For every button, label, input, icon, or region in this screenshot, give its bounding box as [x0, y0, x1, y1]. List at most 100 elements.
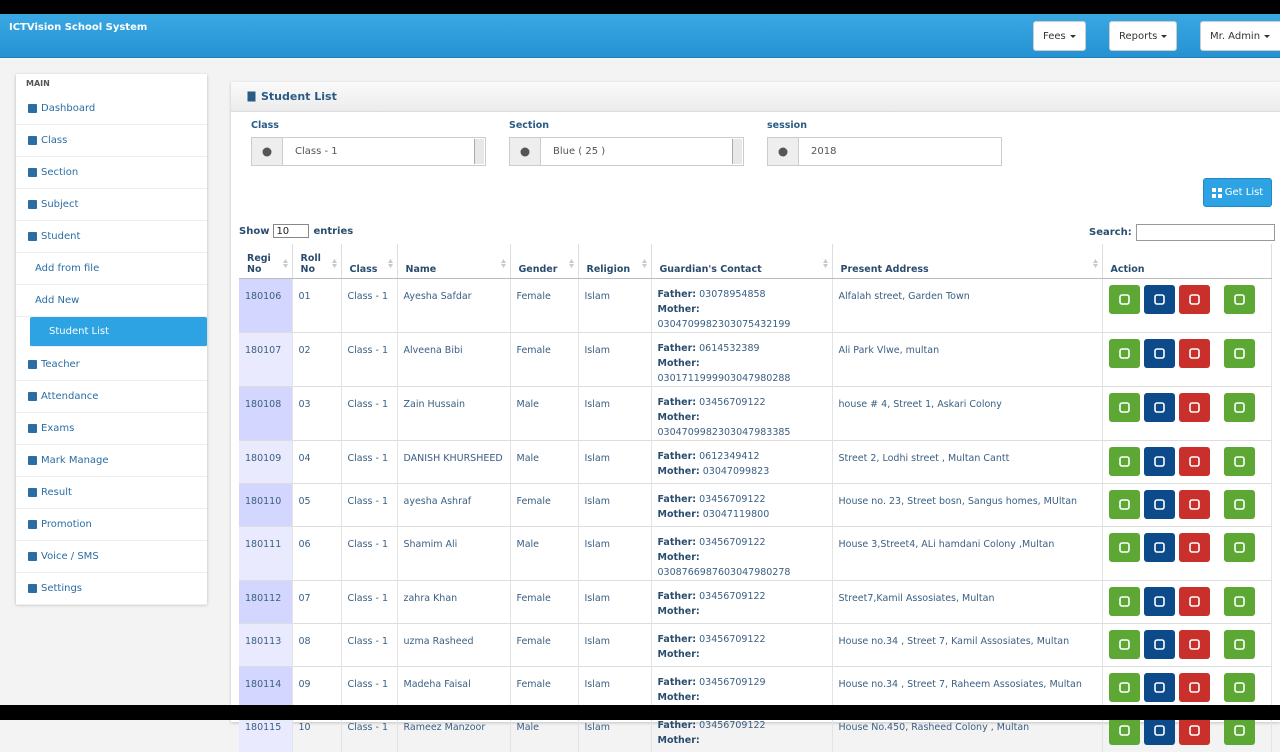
filter-input[interactable]: 2018 — [767, 137, 1002, 166]
view-button[interactable] — [1108, 338, 1140, 368]
icon — [28, 456, 37, 465]
column-header[interactable]: Guardian's Contact — [651, 244, 833, 279]
edit-button[interactable] — [1143, 489, 1175, 519]
search-input[interactable] — [1135, 224, 1275, 241]
sms-icon — [1233, 541, 1245, 553]
edit-button[interactable] — [1143, 446, 1175, 476]
father-label: Father: — [657, 719, 697, 731]
view-icon — [1118, 595, 1130, 607]
sidebar-item[interactable]: Teacher — [16, 349, 207, 381]
column-header[interactable]: Class — [341, 244, 398, 279]
cell-name: Alveena Bibi — [397, 331, 511, 386]
mother-label: Mother: — [657, 411, 700, 423]
view-button[interactable] — [1108, 586, 1140, 616]
delete-button[interactable] — [1178, 489, 1210, 519]
father-label: Father: — [657, 676, 697, 688]
column-header[interactable]: Present Address — [832, 244, 1103, 279]
view-button[interactable] — [1108, 532, 1140, 562]
sidebar-item[interactable]: Settings — [16, 573, 207, 605]
cell-gender: Female — [510, 622, 579, 666]
label: Student — [41, 231, 81, 242]
edit-button[interactable] — [1143, 338, 1175, 368]
sms-button[interactable] — [1223, 672, 1255, 702]
column-header[interactable]: Religion — [578, 244, 652, 279]
column-header[interactable]: Name — [397, 244, 511, 279]
sms-button[interactable] — [1223, 532, 1255, 562]
edit-button[interactable] — [1143, 392, 1175, 422]
edit-button[interactable] — [1143, 672, 1175, 702]
sms-button[interactable] — [1223, 586, 1255, 616]
sms-button[interactable] — [1223, 629, 1255, 659]
delete-button[interactable] — [1178, 446, 1210, 476]
delete-button[interactable] — [1178, 284, 1210, 314]
sms-button[interactable] — [1223, 392, 1255, 422]
filter-input[interactable]: Blue ( 25 ) — [509, 137, 744, 166]
view-button[interactable] — [1108, 284, 1140, 314]
column-header[interactable]: Roll No — [292, 244, 342, 279]
view-button[interactable] — [1108, 446, 1140, 476]
view-button[interactable] — [1108, 672, 1140, 702]
cell-gender: Male — [510, 385, 579, 440]
sidebar-item[interactable]: Exams — [16, 413, 207, 445]
sms-button[interactable] — [1223, 489, 1255, 519]
sidebar-item[interactable]: Student List — [30, 317, 207, 347]
brand[interactable]: ICTVision School System — [9, 22, 148, 33]
delete-button[interactable] — [1178, 629, 1210, 659]
sms-button[interactable] — [1223, 284, 1255, 314]
sidebar-item[interactable]: Student — [16, 221, 207, 253]
sms-button[interactable] — [1223, 338, 1255, 368]
column-header[interactable]: Regi No — [239, 244, 293, 279]
label: Reports — [1119, 30, 1158, 42]
sidebar-item[interactable]: Dashboard — [16, 93, 207, 125]
edit-button[interactable] — [1143, 586, 1175, 616]
sidebar-item[interactable]: Class — [16, 125, 207, 157]
user-button[interactable]: Mr. Admin — [1200, 21, 1280, 51]
column-header[interactable]: Gender — [510, 244, 579, 279]
cell-religion: Islam — [578, 277, 652, 332]
view-button[interactable] — [1108, 392, 1140, 422]
sidebar-item[interactable]: Mark Manage — [16, 445, 207, 477]
delete-icon — [1188, 724, 1200, 736]
reports-button[interactable]: Reports — [1109, 21, 1178, 51]
sidebar-item[interactable]: Promotion — [16, 509, 207, 541]
view-button[interactable] — [1108, 489, 1140, 519]
sidebar-item[interactable]: Subject — [16, 189, 207, 221]
get-list-button[interactable]: Get List — [1203, 178, 1272, 207]
icon — [28, 392, 37, 401]
sms-icon — [1233, 595, 1245, 607]
sidebar-item[interactable]: Add New — [16, 285, 207, 317]
sidebar-item[interactable]: Add from file — [16, 253, 207, 285]
sidebar-item[interactable]: Attendance — [16, 381, 207, 413]
view-button[interactable] — [1108, 629, 1140, 659]
delete-button[interactable] — [1178, 672, 1210, 702]
cell-regi: 180112 — [239, 579, 293, 623]
cell-name: DANISH KHURSHEED — [397, 439, 511, 483]
sms-button[interactable] — [1223, 446, 1255, 476]
sidebar-item[interactable]: Result — [16, 477, 207, 509]
delete-button[interactable] — [1178, 392, 1210, 422]
mother-phone: 03047099823 — [702, 465, 770, 477]
edit-button[interactable] — [1143, 629, 1175, 659]
father-line: Father: 0612349412 — [658, 449, 826, 464]
sidebar-item[interactable]: Section — [16, 157, 207, 189]
delete-button[interactable] — [1178, 532, 1210, 562]
cell-action — [1102, 439, 1272, 483]
cell-roll: 01 — [292, 277, 342, 332]
sms-icon — [1233, 347, 1245, 359]
filter-input[interactable]: Class - 1 — [251, 137, 486, 166]
label: Voice / SMS — [41, 551, 99, 562]
cell-name: zahra Khan — [397, 579, 511, 623]
page-size-select[interactable]: 10 — [273, 224, 310, 238]
delete-icon — [1188, 595, 1200, 607]
cell-religion: Islam — [578, 331, 652, 386]
cell-action — [1102, 331, 1272, 386]
sidebar-item[interactable]: Voice / SMS — [16, 541, 207, 573]
panel: Student List Class Class - 1 Section Blue (… — [231, 82, 1280, 752]
edit-button[interactable] — [1143, 284, 1175, 314]
delete-button[interactable] — [1178, 586, 1210, 616]
cell-regi: 180114 — [239, 665, 293, 709]
edit-icon — [1153, 293, 1165, 305]
edit-button[interactable] — [1143, 532, 1175, 562]
fees-button[interactable]: Fees — [1033, 21, 1086, 51]
delete-button[interactable] — [1178, 338, 1210, 368]
